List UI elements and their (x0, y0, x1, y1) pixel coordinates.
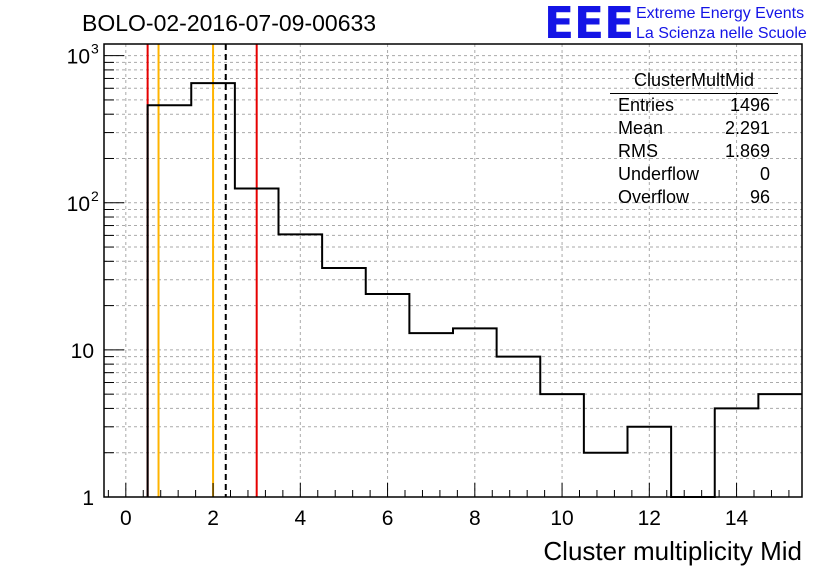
y-tick-exponent: 3 (91, 41, 99, 57)
plot-frame (103, 43, 803, 498)
stats-label: Underflow (618, 164, 700, 184)
stats-value: 1.869 (724, 141, 770, 161)
stats-label: Entries (618, 95, 675, 115)
x-axis-label: Cluster multiplicity Mid (543, 536, 802, 566)
axis-ticks (104, 55, 790, 498)
x-tick-label: 8 (469, 507, 481, 530)
stats-label: RMS (618, 141, 658, 161)
grid-lines (104, 44, 802, 497)
stats-row-rms: RMS 1.869 (610, 140, 778, 163)
y-tick-label: 10 (71, 340, 94, 363)
stats-row-entries: Entries 1496 (610, 94, 778, 117)
marker-lines (146, 44, 258, 497)
x-tick-label: 2 (207, 507, 219, 530)
stats-value: 0 (759, 164, 770, 184)
stats-title: ClusterMultMid (610, 70, 778, 94)
logo-line-2: La Scienza nelle Scuole (636, 25, 807, 42)
stats-row-overflow: Overflow 96 (610, 186, 778, 209)
x-tick-label: 12 (638, 507, 661, 530)
x-tick-label: 10 (550, 507, 573, 530)
stats-row-underflow: Underflow 0 (610, 163, 778, 186)
y-tick-label: 1 (82, 487, 94, 510)
y-tick-label: 10 (67, 193, 90, 216)
x-tick-label: 4 (294, 507, 306, 530)
logo-line-1: Extreme Energy Events (636, 5, 805, 22)
stats-value: 96 (749, 187, 770, 207)
chart-title: BOLO-02-2016-07-09-00633 (82, 10, 377, 36)
x-tick-label: 6 (382, 507, 394, 530)
x-tick-label: 14 (725, 507, 749, 530)
logo-mark: EEE (544, 0, 635, 49)
stats-label: Overflow (618, 187, 690, 207)
stats-label: Mean (618, 118, 664, 138)
stats-value: 2.291 (724, 118, 770, 138)
stats-row-mean: Mean 2.291 (610, 117, 778, 140)
x-tick-label: 0 (120, 507, 132, 530)
stats-value: 1496 (729, 95, 770, 115)
y-tick-label: 10 (67, 46, 90, 69)
y-tick-exponent: 2 (91, 188, 99, 204)
stats-box: ClusterMultMid Entries 1496 Mean 2.291 R… (610, 70, 778, 209)
